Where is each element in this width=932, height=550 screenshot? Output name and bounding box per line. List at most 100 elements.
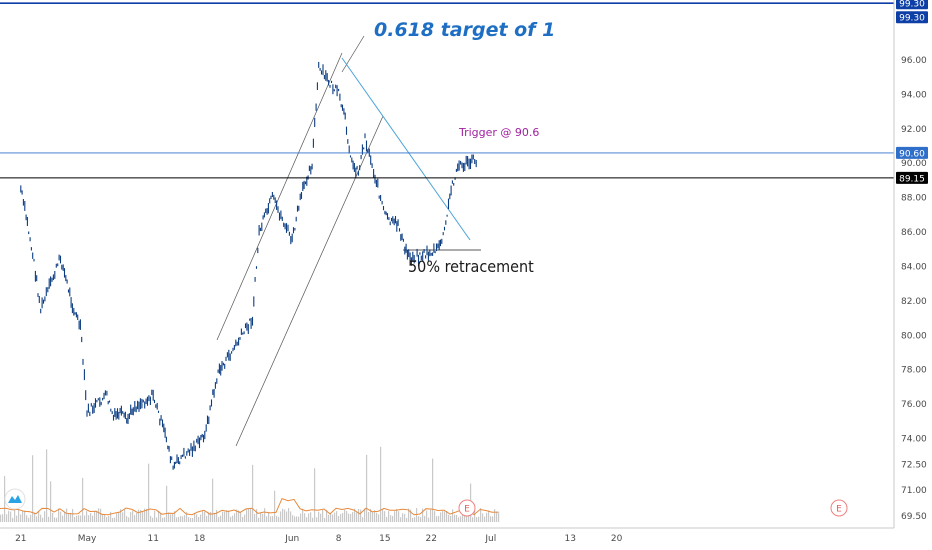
volume-bar (174, 511, 176, 522)
volume-bar (20, 514, 22, 522)
volume-bar (252, 464, 254, 522)
volume-bar (198, 516, 200, 522)
earnings-marker[interactable]: E (830, 499, 848, 517)
volume-bar (332, 514, 334, 522)
x-tick-label: Jul (484, 534, 496, 544)
volume-bar (424, 515, 426, 522)
volume-bar (426, 510, 428, 522)
volume-bar (160, 513, 162, 522)
volume-bar (366, 454, 368, 522)
tradingview-logo-circle[interactable] (4, 488, 26, 510)
y-tick-label: 84.00 (901, 262, 927, 272)
volume-bar (356, 512, 358, 522)
volume-bar (48, 516, 50, 522)
volume-bar (130, 512, 132, 522)
y-tick-label: 80.00 (901, 331, 927, 341)
volume-bar (16, 515, 18, 522)
volume-bar (398, 511, 400, 522)
volume-bar (112, 517, 114, 522)
level-badge-label: 99.30 (899, 14, 925, 24)
earnings-marker-label-2[interactable]: E (836, 505, 842, 515)
y-tick-label: 88.00 (901, 194, 927, 204)
volume-bar (18, 509, 20, 522)
price-scale[interactable]: 69.50 71.00 72.50 74.00 76.00 78.00 80.00 82.00… (901, 56, 927, 522)
earnings-marker-circle-1[interactable] (458, 499, 476, 517)
volume-bar (276, 515, 278, 522)
volume-bar (128, 517, 130, 522)
volume-bar (274, 490, 276, 522)
volume-bar (304, 513, 306, 522)
volume-bar (484, 516, 486, 522)
volume-bar (158, 510, 160, 522)
x-tick-label: 15 (379, 534, 390, 544)
volume-bar (324, 517, 326, 522)
volume-bar (422, 508, 424, 522)
volume-bar (480, 508, 482, 522)
volume-bar (192, 517, 194, 522)
y-tick-label: 96.00 (901, 56, 927, 66)
time-scale[interactable]: 21 May 11 18 Jun 8 15 22 Jul 13 20 (15, 534, 623, 544)
volume-bar (102, 513, 104, 522)
y-tick-label: 71.00 (901, 486, 927, 496)
volume-bar (292, 515, 294, 522)
volume-bar (418, 516, 420, 522)
volume-bar (236, 509, 238, 522)
volume-bar (98, 508, 100, 522)
volume-bar (282, 508, 284, 522)
volume-bar (450, 515, 452, 522)
volume-bar (238, 510, 240, 522)
x-tick-label: 21 (15, 534, 26, 544)
price-scale-badges: 99.30 90.60 89.15 99.30 (896, 0, 928, 184)
volume-bar (328, 514, 330, 522)
volume-bar (92, 515, 94, 522)
volume-bar (386, 516, 388, 522)
volume-bar (468, 515, 470, 522)
volume-bar (286, 511, 288, 522)
earnings-marker-label-1[interactable]: E (464, 505, 470, 515)
volume-bar (454, 514, 456, 522)
volume-bar (298, 516, 300, 522)
volume-bar (40, 514, 42, 522)
volume-bar (326, 509, 328, 522)
extension-arrow-line (341, 35, 365, 73)
volume-bar (262, 513, 264, 522)
volume-bar (254, 513, 256, 522)
volume-bar (224, 511, 226, 522)
volume-bar (74, 516, 76, 522)
volume-bar (188, 517, 190, 522)
volume-bar (220, 515, 222, 522)
volume-bar (460, 516, 462, 522)
volume-bar (180, 515, 182, 522)
earnings-marker-circle-2[interactable] (830, 499, 848, 517)
volume-bar (14, 509, 16, 522)
y-tick-label: 78.00 (901, 366, 927, 376)
volume-bar (126, 516, 128, 522)
volume-bar (42, 517, 44, 522)
volume-bar (64, 512, 66, 522)
price-series (20, 61, 477, 470)
volume-bar (76, 515, 78, 522)
volume-bar (46, 449, 48, 522)
volume-bar (52, 513, 54, 522)
tradingview-logo-icon[interactable] (4, 488, 26, 510)
volume-bar (168, 512, 170, 522)
volume-bar (100, 508, 102, 522)
volume-bar (114, 517, 116, 522)
volume-bar (34, 512, 36, 522)
volume-bar (194, 512, 196, 522)
volume-bar (214, 512, 216, 522)
volume-bar (212, 478, 214, 522)
volume-bar (78, 515, 80, 522)
level-badge (896, 146, 928, 159)
volume-bar (336, 511, 338, 522)
volume-bar (280, 511, 282, 522)
volume-bar (448, 514, 450, 522)
volume-bar (310, 512, 312, 522)
volume-bar (374, 510, 376, 522)
volume-bar (248, 508, 250, 522)
earnings-marker[interactable]: E (458, 499, 476, 517)
volume-bar (284, 509, 286, 522)
volume-bar (136, 512, 138, 522)
volume-bar (270, 516, 272, 522)
x-tick-label: 22 (426, 534, 437, 544)
